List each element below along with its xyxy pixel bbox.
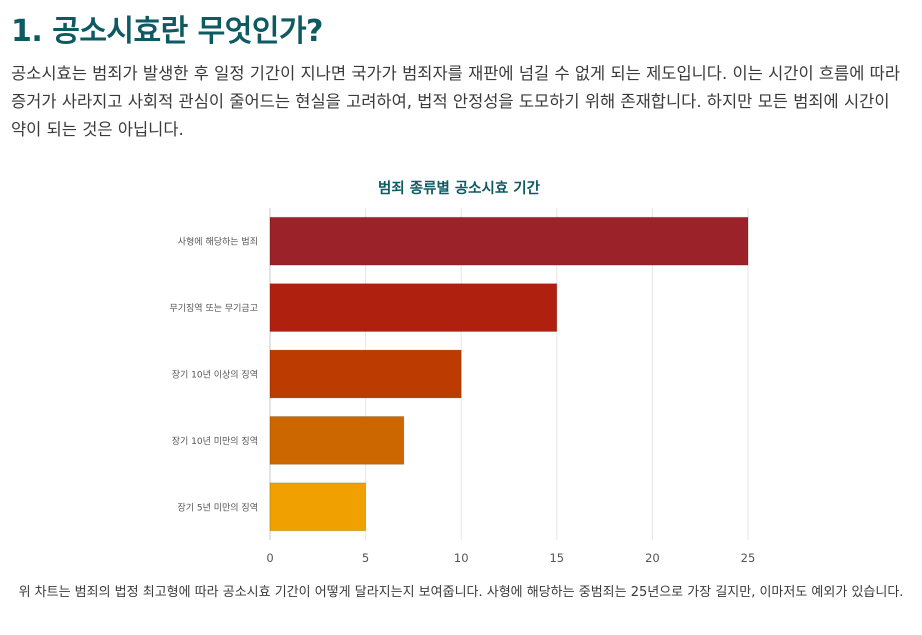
x-tick-label-25: 25 bbox=[741, 551, 756, 565]
x-tick-label-0: 0 bbox=[266, 551, 273, 565]
chart-bars bbox=[269, 216, 749, 532]
bar-1 bbox=[269, 283, 558, 333]
category-label-3: 장기 10년 미만의 징역 bbox=[172, 436, 258, 447]
x-tick-label-10: 10 bbox=[454, 551, 469, 565]
x-tick-label-20: 20 bbox=[645, 551, 660, 565]
category-label-1: 무기징역 또는 무기금고 bbox=[169, 303, 258, 314]
bar-3 bbox=[269, 415, 405, 465]
x-tick-label-15: 15 bbox=[549, 551, 564, 565]
chart-title: 범죄 종류별 공소시효 기간 bbox=[378, 179, 541, 197]
intro-paragraph: 공소시효는 범죄가 발생한 후 일정 기간이 지나면 국가가 범죄자를 재판에 … bbox=[11, 64, 901, 139]
category-label-4: 장기 5년 미만의 징역 bbox=[177, 502, 258, 513]
section-heading: 1. 공소시효란 무엇인가? bbox=[11, 14, 323, 49]
category-label-2: 장기 10년 이상의 징역 bbox=[172, 370, 258, 381]
x-tick-labels: 0 5 10 15 20 25 bbox=[266, 551, 755, 565]
chart-caption: 위 차트는 범죄의 법정 최고형에 따라 공소시효 기간이 어떻게 달라지는지 … bbox=[18, 585, 904, 600]
bar-4 bbox=[269, 482, 367, 532]
x-tick-label-5: 5 bbox=[362, 551, 369, 565]
bar-0 bbox=[269, 216, 749, 266]
bar-2 bbox=[269, 349, 462, 399]
category-label-0: 사형에 해당하는 범죄 bbox=[178, 237, 258, 248]
